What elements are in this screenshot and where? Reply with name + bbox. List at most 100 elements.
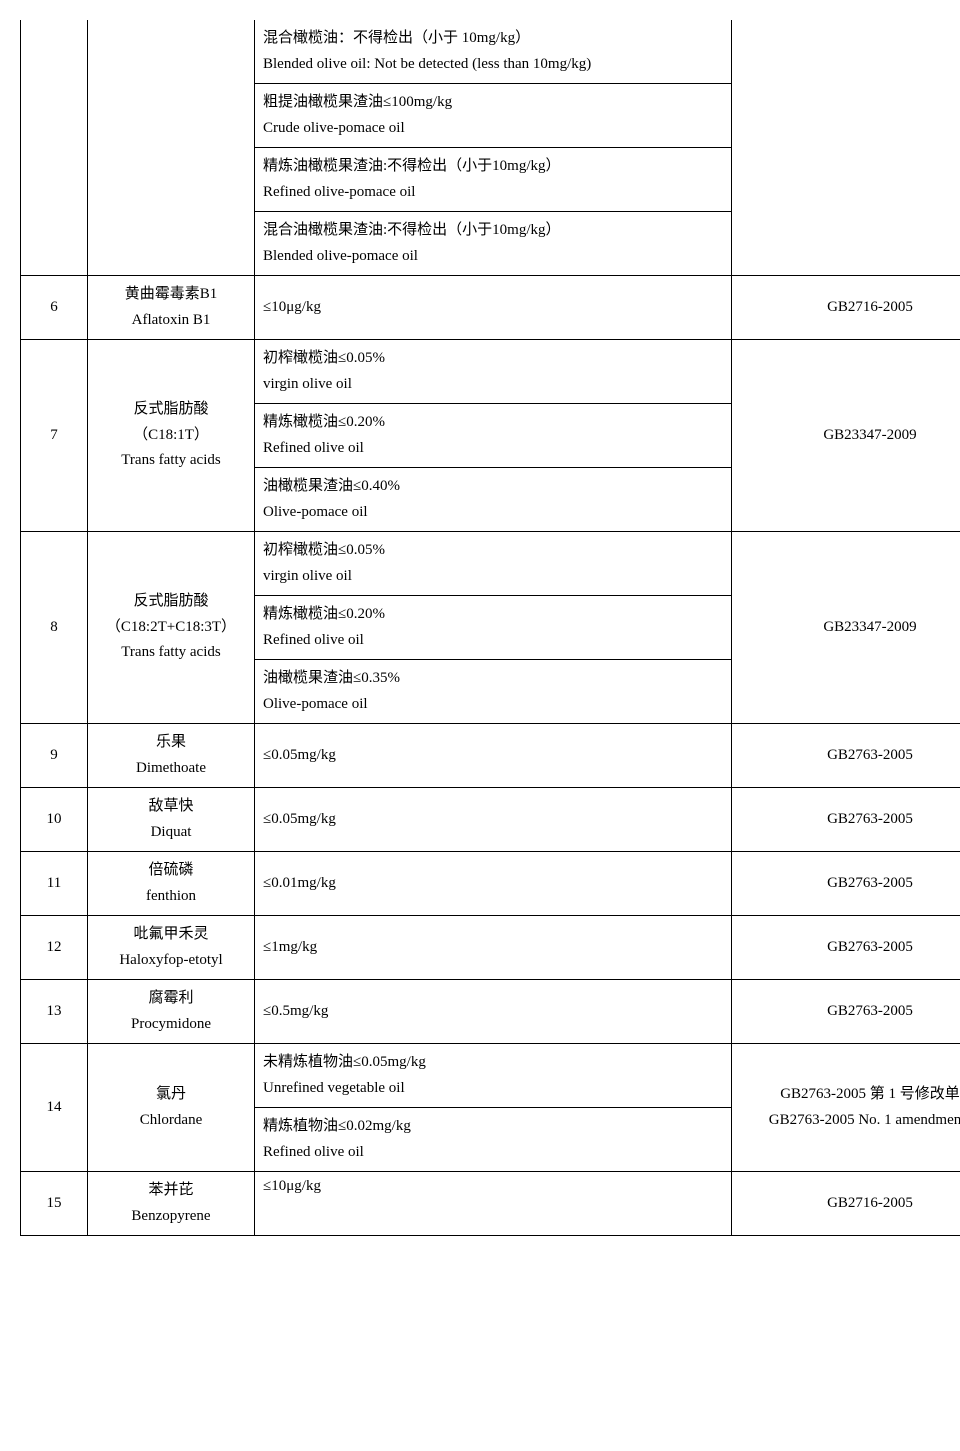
text-en: Aflatoxin B1: [132, 312, 211, 328]
text-en: Refined olive oil: [263, 1144, 364, 1160]
table-row: 6 黄曲霉毒素B1 Aflatoxin B1 ≤10μg/kg GB2716-2…: [21, 276, 960, 340]
text-cn: 初榨橄榄油≤0.05%: [263, 350, 385, 366]
text-en: Unrefined vegetable oil: [263, 1080, 405, 1096]
table-row: 13 腐霉利 Procymidone ≤0.5mg/kg GB2763-2005: [21, 980, 960, 1044]
text-cn: 氯丹: [156, 1086, 186, 1102]
cell-std: GB2763-2005: [732, 980, 960, 1044]
text-cn: 黄曲霉毒素B1: [125, 286, 218, 302]
text-en: fenthion: [146, 888, 196, 904]
table-row: 15 苯并芘 Benzopyrene ≤10μg/kg GB2716-2005: [21, 1172, 960, 1236]
text-en: Blended olive oil: Not be detected (less…: [263, 56, 591, 72]
text-en: Dimethoate: [136, 760, 206, 776]
cell-req: ≤10μg/kg: [255, 1172, 732, 1236]
text-cn: 精炼植物油≤0.02mg/kg: [263, 1118, 411, 1134]
text-cn: GB2763-2005 第 1 号修改单: [780, 1086, 960, 1102]
cell-name: 敌草快 Diquat: [88, 788, 255, 852]
cell-num: 9: [21, 724, 88, 788]
text-en: Refined olive oil: [263, 632, 364, 648]
text-en: Olive-pomace oil: [263, 696, 368, 712]
cell-num: 6: [21, 276, 88, 340]
standards-table: 混合橄榄油：不得检出（小于 10mg/kg） Blended olive oil…: [20, 20, 960, 1236]
text-en: Diquat: [151, 824, 192, 840]
cell-std: GB2763-2005: [732, 788, 960, 852]
cell-std: GB2763-2005 第 1 号修改单 GB2763-2005 No. 1 a…: [732, 1044, 960, 1172]
cell-std: GB2763-2005: [732, 852, 960, 916]
cell-name: 反式脂肪酸（C18:2T+C18:3T） Trans fatty acids: [88, 532, 255, 724]
cell-name: 氯丹 Chlordane: [88, 1044, 255, 1172]
cell-req: 精炼油橄榄果渣油:不得检出（小于10mg/kg） Refined olive-p…: [255, 148, 732, 212]
cell-req: 精炼橄榄油≤0.20% Refined olive oil: [255, 596, 732, 660]
cell-std-blank: [732, 20, 960, 276]
cell-std: GB2716-2005: [732, 276, 960, 340]
text-cn: 腐霉利: [148, 990, 193, 1006]
text-cn: 粗提油橄榄果渣油≤100mg/kg: [263, 94, 452, 110]
table-row: 12 吡氟甲禾灵 Haloxyfop-etotyl ≤1mg/kg GB2763…: [21, 916, 960, 980]
cell-num-blank: [21, 20, 88, 276]
text-cn: 初榨橄榄油≤0.05%: [263, 542, 385, 558]
cell-num: 11: [21, 852, 88, 916]
text-en: Chlordane: [140, 1112, 202, 1128]
table-row: 14 氯丹 Chlordane 未精炼植物油≤0.05mg/kg Unrefin…: [21, 1044, 960, 1108]
table-row: 7 反式脂肪酸（C18:1T） Trans fatty acids 初榨橄榄油≤…: [21, 340, 960, 404]
text-en: Trans fatty acids: [121, 452, 220, 468]
table-row: 10 敌草快 Diquat ≤0.05mg/kg GB2763-2005: [21, 788, 960, 852]
text-cn: 混合橄榄油：不得检出（小于 10mg/kg）: [263, 30, 530, 46]
cell-req: 初榨橄榄油≤0.05% virgin olive oil: [255, 340, 732, 404]
cell-req: 精炼植物油≤0.02mg/kg Refined olive oil: [255, 1108, 732, 1172]
cell-req: ≤1mg/kg: [255, 916, 732, 980]
text-cn: 精炼橄榄油≤0.20%: [263, 414, 385, 430]
cell-name: 黄曲霉毒素B1 Aflatoxin B1: [88, 276, 255, 340]
cell-req: ≤0.01mg/kg: [255, 852, 732, 916]
text-en: Refined olive oil: [263, 440, 364, 456]
text-cn: 油橄榄果渣油≤0.40%: [263, 478, 400, 494]
cell-num: 7: [21, 340, 88, 532]
cell-num: 8: [21, 532, 88, 724]
text-en: Blended olive-pomace oil: [263, 248, 418, 264]
cell-name: 苯并芘 Benzopyrene: [88, 1172, 255, 1236]
cell-name: 倍硫磷 fenthion: [88, 852, 255, 916]
cell-req: 混合橄榄油：不得检出（小于 10mg/kg） Blended olive oil…: [255, 20, 732, 84]
cell-req: 未精炼植物油≤0.05mg/kg Unrefined vegetable oil: [255, 1044, 732, 1108]
text-en: Olive-pomace oil: [263, 504, 368, 520]
text-cn: 精炼油橄榄果渣油:不得检出（小于10mg/kg）: [263, 158, 561, 174]
cell-name: 吡氟甲禾灵 Haloxyfop-etotyl: [88, 916, 255, 980]
text-cn: 吡氟甲禾灵: [133, 926, 208, 942]
cell-req: ≤0.5mg/kg: [255, 980, 732, 1044]
cell-num: 10: [21, 788, 88, 852]
cell-req: 初榨橄榄油≤0.05% virgin olive oil: [255, 532, 732, 596]
cell-num: 14: [21, 1044, 88, 1172]
text-cn: 乐果: [156, 734, 186, 750]
text-en: Refined olive-pomace oil: [263, 184, 415, 200]
text-cn: 反式脂肪酸（C18:1T）: [133, 401, 209, 443]
cell-name-blank: [88, 20, 255, 276]
text-cn: 油橄榄果渣油≤0.35%: [263, 670, 400, 686]
cell-req: 精炼橄榄油≤0.20% Refined olive oil: [255, 404, 732, 468]
text-en: Procymidone: [131, 1016, 211, 1032]
text-cn: 未精炼植物油≤0.05mg/kg: [263, 1054, 426, 1070]
text-cn: 精炼橄榄油≤0.20%: [263, 606, 385, 622]
text-en: Haloxyfop-etotyl: [119, 952, 222, 968]
text-en: Trans fatty acids: [121, 644, 220, 660]
text-en: Benzopyrene: [131, 1208, 210, 1224]
text-en: GB2763-2005 No. 1 amendments: [769, 1112, 960, 1128]
cell-std: GB23347-2009: [732, 340, 960, 532]
cell-num: 12: [21, 916, 88, 980]
table-row: 9 乐果 Dimethoate ≤0.05mg/kg GB2763-2005: [21, 724, 960, 788]
cell-req: 油橄榄果渣油≤0.40% Olive-pomace oil: [255, 468, 732, 532]
text-cn: 混合油橄榄果渣油:不得检出（小于10mg/kg）: [263, 222, 561, 238]
text-cn: 反式脂肪酸（C18:2T+C18:3T）: [106, 593, 236, 635]
cell-req: 油橄榄果渣油≤0.35% Olive-pomace oil: [255, 660, 732, 724]
text-cn: 苯并芘: [148, 1182, 193, 1198]
table-row: 混合橄榄油：不得检出（小于 10mg/kg） Blended olive oil…: [21, 20, 960, 84]
cell-req: ≤10μg/kg: [255, 276, 732, 340]
table-row: 8 反式脂肪酸（C18:2T+C18:3T） Trans fatty acids…: [21, 532, 960, 596]
cell-num: 15: [21, 1172, 88, 1236]
text-cn: 敌草快: [148, 798, 193, 814]
cell-req: 混合油橄榄果渣油:不得检出（小于10mg/kg） Blended olive-p…: [255, 212, 732, 276]
cell-name: 乐果 Dimethoate: [88, 724, 255, 788]
cell-req: ≤0.05mg/kg: [255, 724, 732, 788]
cell-std: GB2763-2005: [732, 916, 960, 980]
table-row: 11 倍硫磷 fenthion ≤0.01mg/kg GB2763-2005: [21, 852, 960, 916]
cell-std: GB23347-2009: [732, 532, 960, 724]
text-en: virgin olive oil: [263, 568, 352, 584]
